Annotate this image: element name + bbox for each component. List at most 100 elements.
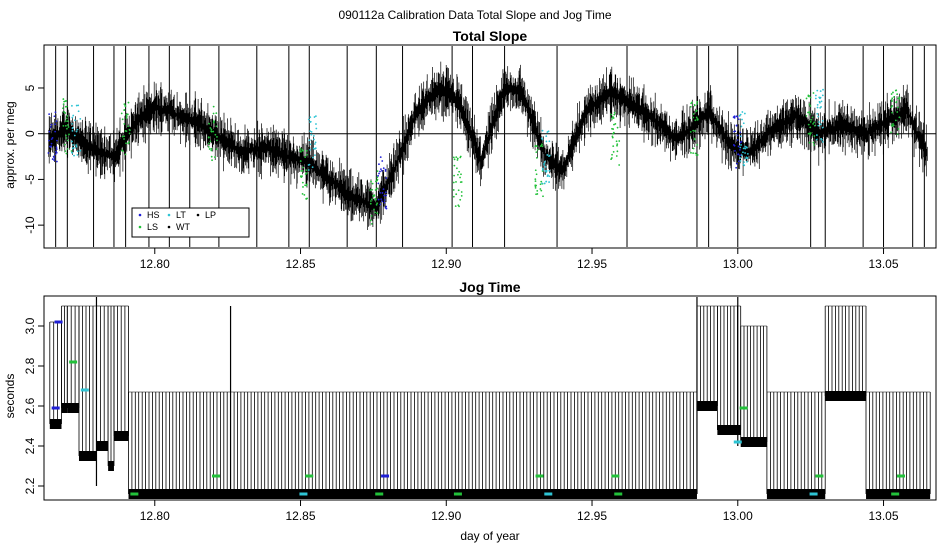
slope-point bbox=[544, 170, 547, 172]
slope-point bbox=[813, 121, 815, 124]
slope-point bbox=[809, 133, 811, 136]
slope-point bbox=[121, 135, 124, 138]
slope-point bbox=[735, 124, 738, 127]
slope-point bbox=[543, 162, 546, 165]
slope-point bbox=[736, 139, 739, 141]
slope-point bbox=[618, 164, 621, 166]
jog-segment bbox=[107, 305, 115, 471]
jog-time-panel: Jog Time seconds 12.80 12.85 12.90 12.95 13.… bbox=[3, 279, 937, 523]
slope-point bbox=[308, 139, 311, 142]
slope-point bbox=[535, 151, 538, 154]
jog-y-tick-label: 3.0 bbox=[23, 317, 37, 334]
jog-segment bbox=[49, 321, 62, 429]
slope-point bbox=[209, 127, 212, 129]
jog-x-tick-label: 12.85 bbox=[286, 509, 316, 523]
slope-point bbox=[376, 176, 379, 179]
slope-point bbox=[741, 111, 744, 113]
slope-point bbox=[210, 130, 213, 133]
slope-point bbox=[382, 167, 385, 170]
slope-point bbox=[76, 150, 79, 153]
jog-baseline-band bbox=[78, 451, 97, 461]
slope-point bbox=[897, 127, 900, 130]
slope-point bbox=[379, 191, 382, 194]
slope-point bbox=[212, 112, 215, 115]
jog-calibration-marker bbox=[211, 474, 220, 478]
slope-point bbox=[48, 113, 51, 116]
slope-point bbox=[303, 193, 306, 196]
slope-point bbox=[305, 149, 308, 152]
slope-point bbox=[895, 101, 898, 104]
slope-point bbox=[534, 180, 537, 183]
slope-point bbox=[734, 130, 737, 133]
slope-point bbox=[546, 154, 549, 156]
slope-point bbox=[55, 160, 58, 163]
jog-calibration-marker bbox=[891, 492, 900, 496]
slope-point bbox=[453, 158, 456, 161]
jog-segment bbox=[824, 305, 867, 401]
slope-point bbox=[66, 127, 68, 130]
slope-cluster bbox=[120, 101, 131, 156]
slope-point bbox=[73, 154, 75, 157]
slope-point bbox=[55, 151, 58, 154]
slope-point bbox=[891, 105, 894, 107]
slope-point bbox=[891, 97, 894, 100]
slope-point bbox=[127, 125, 129, 128]
slope-point bbox=[808, 141, 811, 144]
slope-point bbox=[381, 192, 384, 194]
slope-point bbox=[313, 143, 316, 145]
slope-point bbox=[307, 169, 310, 171]
slope-point bbox=[370, 200, 372, 202]
slope-point bbox=[541, 169, 544, 171]
total-slope-legend: HS LS LT WT LP bbox=[131, 207, 250, 238]
slope-point bbox=[74, 119, 76, 122]
total-slope-data-layer bbox=[44, 46, 936, 247]
slope-point bbox=[125, 142, 128, 145]
slope-point bbox=[459, 176, 461, 179]
slope-cluster bbox=[610, 111, 621, 166]
slope-point bbox=[307, 118, 310, 121]
slope-point bbox=[812, 122, 815, 125]
slope-point bbox=[545, 140, 548, 143]
slope-point bbox=[455, 156, 458, 159]
slope-point bbox=[75, 145, 78, 148]
total-slope-title: Total Slope bbox=[453, 28, 528, 44]
slope-point bbox=[696, 143, 699, 146]
slope-point bbox=[616, 143, 619, 146]
slope-point bbox=[536, 193, 539, 195]
slope-point bbox=[47, 152, 50, 154]
slope-point bbox=[746, 160, 748, 163]
slope-point bbox=[805, 114, 808, 117]
slope-point bbox=[819, 97, 821, 100]
slope-point bbox=[736, 116, 739, 118]
slope-point bbox=[808, 103, 811, 106]
slope-point bbox=[892, 91, 894, 94]
jog-y-tick-label: 2.6 bbox=[23, 397, 37, 414]
jog-calibration-marker bbox=[54, 320, 63, 324]
jog-calibration-marker bbox=[381, 474, 390, 478]
slope-point bbox=[373, 208, 375, 211]
slope-point bbox=[374, 211, 377, 214]
slope-point bbox=[68, 133, 70, 136]
jog-calibration-marker bbox=[733, 440, 742, 444]
slope-point bbox=[452, 189, 455, 191]
legend-label: WT bbox=[176, 222, 190, 232]
slope-point bbox=[385, 205, 388, 208]
slope-point bbox=[64, 143, 66, 146]
slope-point bbox=[212, 130, 215, 133]
jog-calibration-marker bbox=[535, 474, 544, 478]
slope-y-tick-label: -10 bbox=[23, 216, 37, 234]
slope-point bbox=[736, 162, 738, 165]
slope-point bbox=[816, 112, 819, 115]
slope-x-tick-label: 13.05 bbox=[869, 257, 899, 271]
jog-calibration-marker bbox=[809, 492, 818, 496]
slope-point bbox=[369, 202, 372, 205]
slope-point bbox=[54, 123, 56, 126]
slope-point bbox=[892, 124, 895, 127]
slope-point bbox=[309, 148, 312, 151]
slope-point bbox=[743, 161, 745, 164]
slope-point bbox=[210, 149, 213, 152]
slope-cluster bbox=[377, 156, 388, 210]
slope-point bbox=[693, 138, 696, 141]
jog-time-title: Jog Time bbox=[459, 279, 520, 295]
total-slope-plot-frame bbox=[43, 44, 937, 249]
